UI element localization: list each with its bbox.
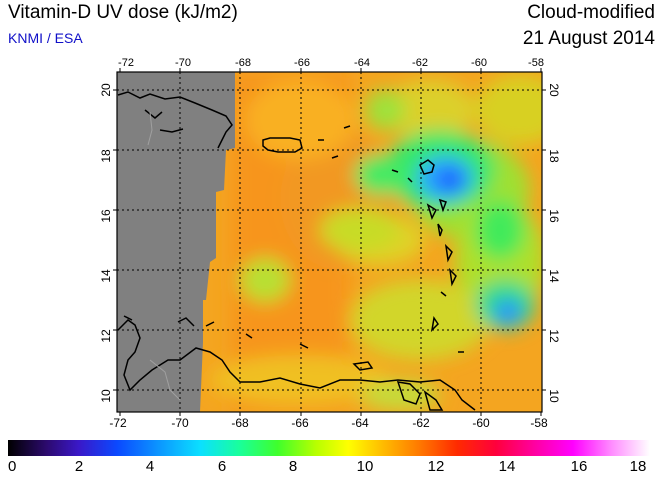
lon-label: -68 xyxy=(231,416,249,430)
lat-label: 10 xyxy=(99,389,113,403)
lon-label: -64 xyxy=(354,57,370,69)
lon-label: -70 xyxy=(171,416,189,430)
lon-label: -70 xyxy=(175,57,191,69)
lon-label: -60 xyxy=(472,416,490,430)
colorbar-tick: 16 xyxy=(570,458,588,475)
nodata-region xyxy=(117,72,235,412)
colorbar-tick: 10 xyxy=(356,458,374,475)
map-field xyxy=(117,72,542,412)
lat-label: 18 xyxy=(99,149,113,163)
lat-label: 20 xyxy=(99,83,113,97)
lon-label: -66 xyxy=(294,57,310,69)
lat-label: 12 xyxy=(99,329,113,343)
map-frame xyxy=(116,71,543,413)
lat-label: 20 xyxy=(547,83,561,97)
colorbar-tick: 12 xyxy=(427,458,445,475)
lat-labels-left: 10 12 14 16 18 20 xyxy=(99,83,113,403)
lon-label: -62 xyxy=(412,416,430,430)
colorbar-tick: 6 xyxy=(217,458,227,475)
lon-labels-top: -72 -70 -68 -66 -64 -62 -60 -58 xyxy=(118,57,544,69)
colorbar xyxy=(8,440,650,456)
lon-label: -64 xyxy=(351,416,369,430)
date-label: 21 August 2014 xyxy=(522,28,655,49)
colorbar-tick: 2 xyxy=(74,458,84,475)
colorbar-tick: 0 xyxy=(8,458,17,475)
lon-label: -72 xyxy=(118,57,134,69)
lat-labels-right: 10 12 14 16 18 20 xyxy=(547,83,561,403)
colorbar-tick: 8 xyxy=(288,458,298,475)
lat-label: 16 xyxy=(547,209,561,223)
lat-label: 10 xyxy=(547,389,561,403)
lat-label: 12 xyxy=(547,329,561,343)
map-title: Vitamin-D UV dose (kJ/m2) xyxy=(8,2,238,23)
lat-label: 16 xyxy=(99,209,113,223)
coastlines xyxy=(117,91,476,411)
lon-label: -68 xyxy=(235,57,251,69)
lon-labels-bottom: -72 -70 -68 -66 -64 -62 -60 -58 xyxy=(109,416,548,430)
colorbar-ticks: 0 2 4 6 8 10 12 14 16 18 xyxy=(0,458,665,478)
lon-label: -58 xyxy=(530,416,548,430)
product-label: Cloud-modified xyxy=(527,2,655,23)
tick-marks xyxy=(113,68,546,416)
lon-label: -66 xyxy=(291,416,309,430)
colorbar-tick: 4 xyxy=(145,458,155,475)
lon-label: -72 xyxy=(109,416,127,430)
agency-label: KNMI / ESA xyxy=(8,30,83,46)
lat-label: 18 xyxy=(547,149,561,163)
lon-label: -60 xyxy=(471,57,487,69)
lon-label: -62 xyxy=(412,57,428,69)
lon-label: -58 xyxy=(528,57,544,69)
lat-label: 14 xyxy=(99,269,113,283)
lat-label: 14 xyxy=(547,269,561,283)
colorbar-tick: 14 xyxy=(498,458,516,475)
colorbar-tick: 18 xyxy=(629,458,647,475)
graticule xyxy=(117,72,542,412)
